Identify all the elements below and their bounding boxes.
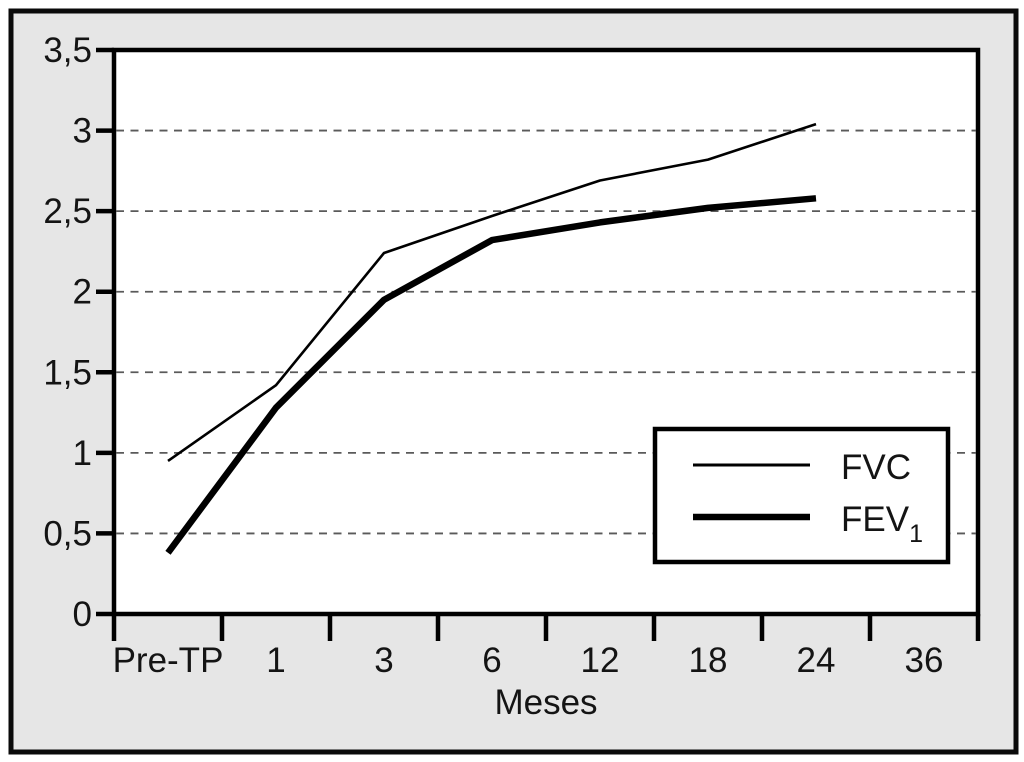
x-tick-label: Pre-TP — [113, 641, 224, 680]
series-line-fev1 — [165, 195, 817, 555]
x-tick-label: 6 — [482, 641, 501, 680]
y-tick-label: 0,5 — [43, 514, 92, 553]
ticks-group — [96, 47, 981, 641]
legend: FVC FEV1 — [652, 426, 951, 565]
y-tick-label: 1,5 — [43, 353, 92, 392]
x-tick-label: 36 — [905, 641, 944, 680]
series-line-fvc — [167, 122, 817, 462]
series-group — [165, 122, 817, 555]
y-tick-label: 2 — [73, 273, 92, 312]
y-tick-label: 0 — [73, 595, 92, 634]
x-tick-label: 1 — [266, 641, 285, 680]
y-tick-label: 3 — [73, 112, 92, 151]
legend-label-fev1: FEV1 — [841, 500, 923, 548]
x-axis-title: Meses — [494, 683, 597, 722]
x-tick-label: 18 — [689, 641, 728, 680]
y-tick-label: 3,5 — [43, 31, 92, 70]
legend-label-fvc: FVC — [841, 448, 911, 487]
x-tick-label: 24 — [797, 641, 836, 680]
y-tick-label: 1 — [73, 434, 92, 473]
x-tick-label: 12 — [581, 641, 620, 680]
legend-box — [652, 426, 951, 565]
y-tick-label: 2,5 — [43, 192, 92, 231]
x-tick-label: 3 — [374, 641, 393, 680]
